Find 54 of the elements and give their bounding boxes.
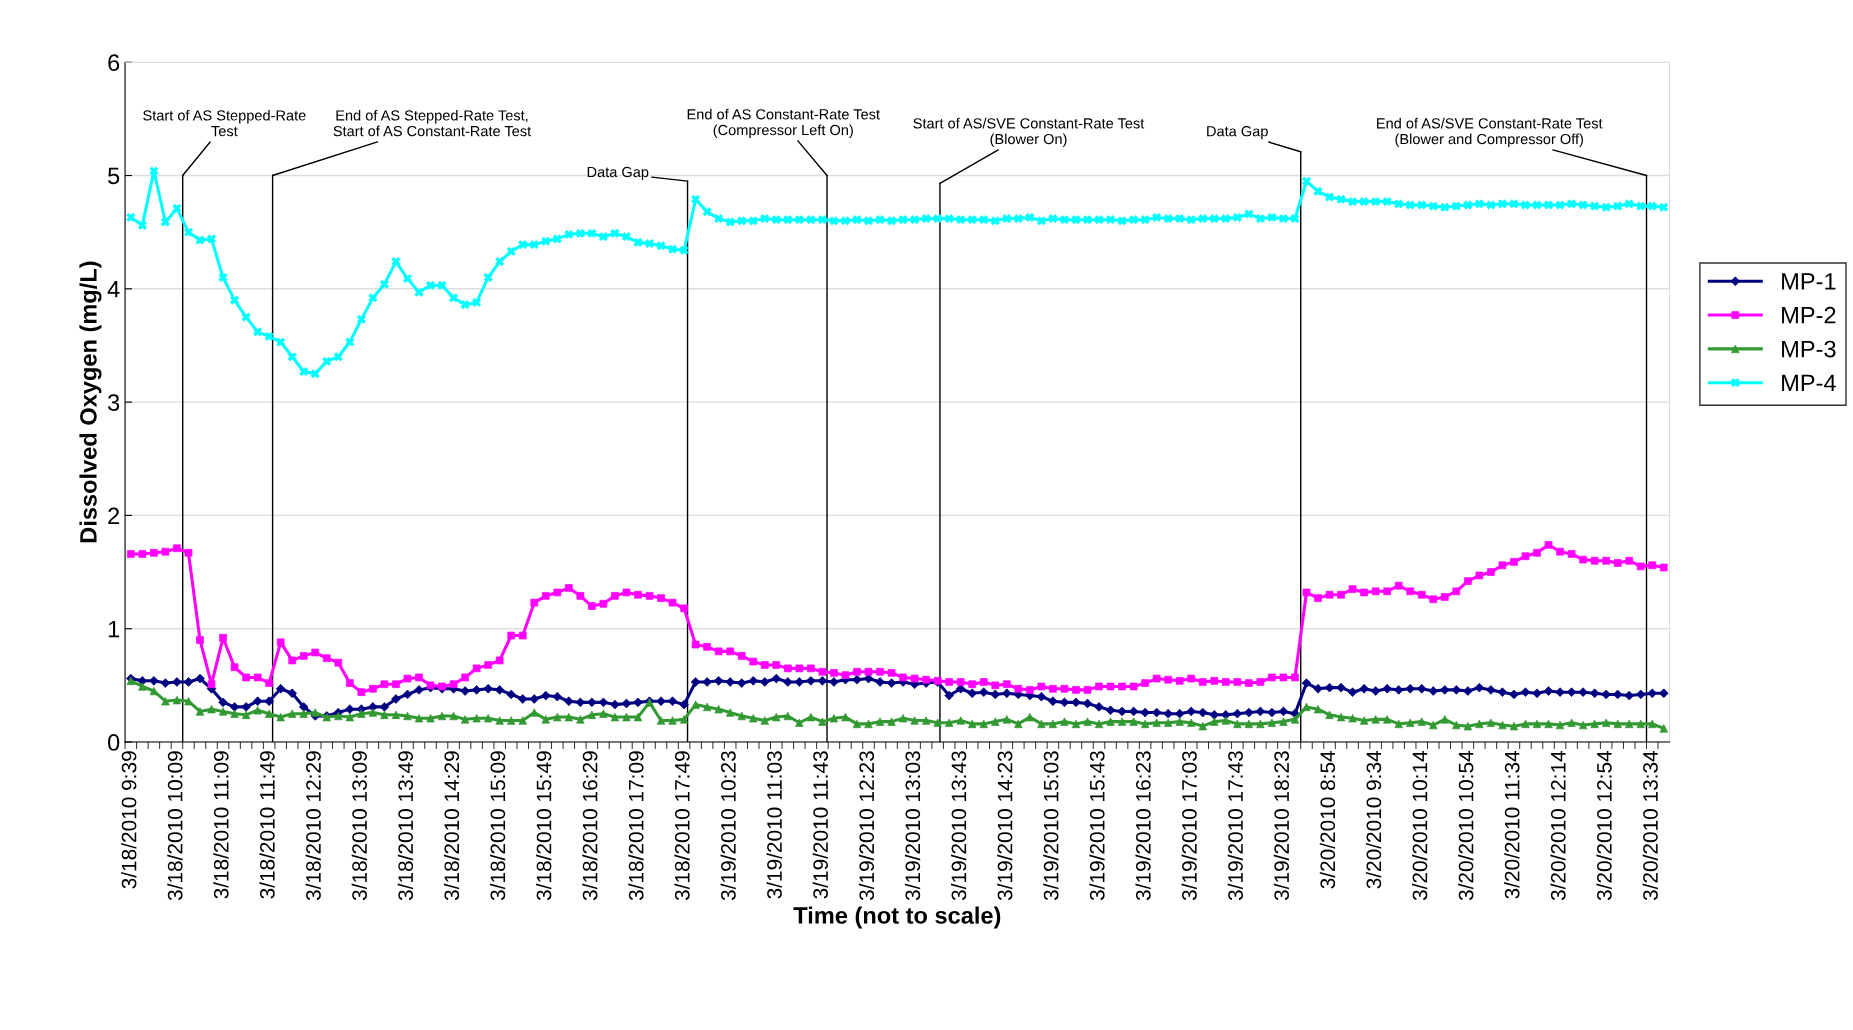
- x-tick-label: 3/19/2010 10:23: [720, 751, 736, 901]
- annotation: End of AS Constant-Rate Test (Compressor Left On): [687, 108, 880, 139]
- y-tick-label: 6: [108, 54, 120, 71]
- x-tick-label: 3/20/2010 13:34: [1642, 750, 1658, 901]
- annotation: Data Gap: [1207, 126, 1268, 140]
- x-tick-label: 3/19/2010 15:03: [1043, 751, 1059, 901]
- x-tick-label: 3/20/2010 11:34: [1504, 750, 1520, 899]
- x-tick-label: 3/20/2010 12:14: [1550, 750, 1566, 901]
- x-tick-label: 3/18/2010 12:29: [305, 751, 321, 901]
- annotation: Start of AS/SVE Constant-Rate Test (Blower On): [913, 117, 1145, 148]
- x-tick-label: 3/18/2010 16:29: [582, 751, 598, 901]
- annotation: End of AS Stepped-Rate Test, Start of AS Constant-Rate Test: [333, 109, 532, 137]
- x-tick-label: 3/18/2010 15:49: [536, 751, 552, 901]
- x-tick-label: 3/18/2010 17:49: [674, 751, 690, 901]
- x-tick-label: 3/19/2010 12:23: [858, 751, 875, 901]
- x-tick-label: 3/18/2010 17:09: [628, 751, 644, 901]
- x-tick-label: 3/19/2010 13:43: [951, 751, 967, 901]
- x-tick-label: 3/19/2010 17:03: [1181, 751, 1197, 901]
- x-axis-title: Time (not to scale): [793, 906, 1001, 929]
- y-tick-label: 1: [108, 621, 120, 638]
- x-tick-label: 3/18/2010 14:29: [443, 751, 460, 901]
- legend-label: MP-2: [1782, 306, 1836, 324]
- x-tick-label: 3/19/2010 13:03: [904, 751, 921, 901]
- x-tick-label: 3/18/2010 10:09: [167, 751, 183, 901]
- x-tick-label: 3/19/2010 11:03: [766, 751, 782, 899]
- y-tick-label: 3: [107, 394, 120, 411]
- x-tick-label: 3/19/2010 17:43: [1227, 751, 1243, 901]
- x-tick-label: 3/18/2010 11:09: [213, 751, 229, 899]
- annotation: End of AS/SVE Constant-Rate Test (Blower and Compressor Off): [1377, 117, 1603, 148]
- x-tick-label: 3/20/2010 9:34: [1365, 750, 1382, 889]
- x-tick-label: 3/19/2010 15:43: [1089, 751, 1105, 901]
- annotation: Start of AS Stepped-Rate Test: [143, 109, 306, 137]
- x-tick-label: 3/18/2010 13:09: [351, 751, 367, 901]
- legend-label: MP-1: [1782, 273, 1836, 290]
- x-tick-label: 3/20/2010 10:54: [1458, 750, 1474, 901]
- y-tick-label: 4: [107, 281, 120, 298]
- x-tick-label: 3/20/2010 8:54: [1319, 750, 1336, 889]
- legend-label: MP-3: [1782, 340, 1836, 358]
- x-tick-label: 3/20/2010 10:14: [1412, 750, 1428, 901]
- x-tick-label: 3/18/2010 9:39: [121, 751, 137, 889]
- x-tick-label: 3/19/2010 14:23: [997, 751, 1013, 901]
- x-tick-label: 3/18/2010 13:49: [397, 751, 414, 901]
- y-tick-label: 0: [108, 734, 120, 751]
- y-axis-title: Dissolved Oxygen (mg/L): [79, 261, 102, 543]
- x-tick-label: 3/18/2010 11:49: [259, 751, 275, 899]
- x-tick-label: 3/19/2010 18:23: [1273, 751, 1290, 901]
- x-tick-label: 3/18/2010 15:09: [489, 751, 506, 901]
- y-tick-label: 5: [108, 167, 120, 185]
- annotation: Data Gap: [587, 166, 649, 181]
- x-tick-label: 3/19/2010 11:43: [812, 751, 828, 899]
- x-tick-label: 3/20/2010 12:54: [1596, 750, 1612, 901]
- x-tick-label: 3/19/2010 16:23: [1135, 751, 1151, 901]
- y-tick-label: 2: [108, 507, 120, 524]
- legend-label: MP-4: [1782, 374, 1836, 391]
